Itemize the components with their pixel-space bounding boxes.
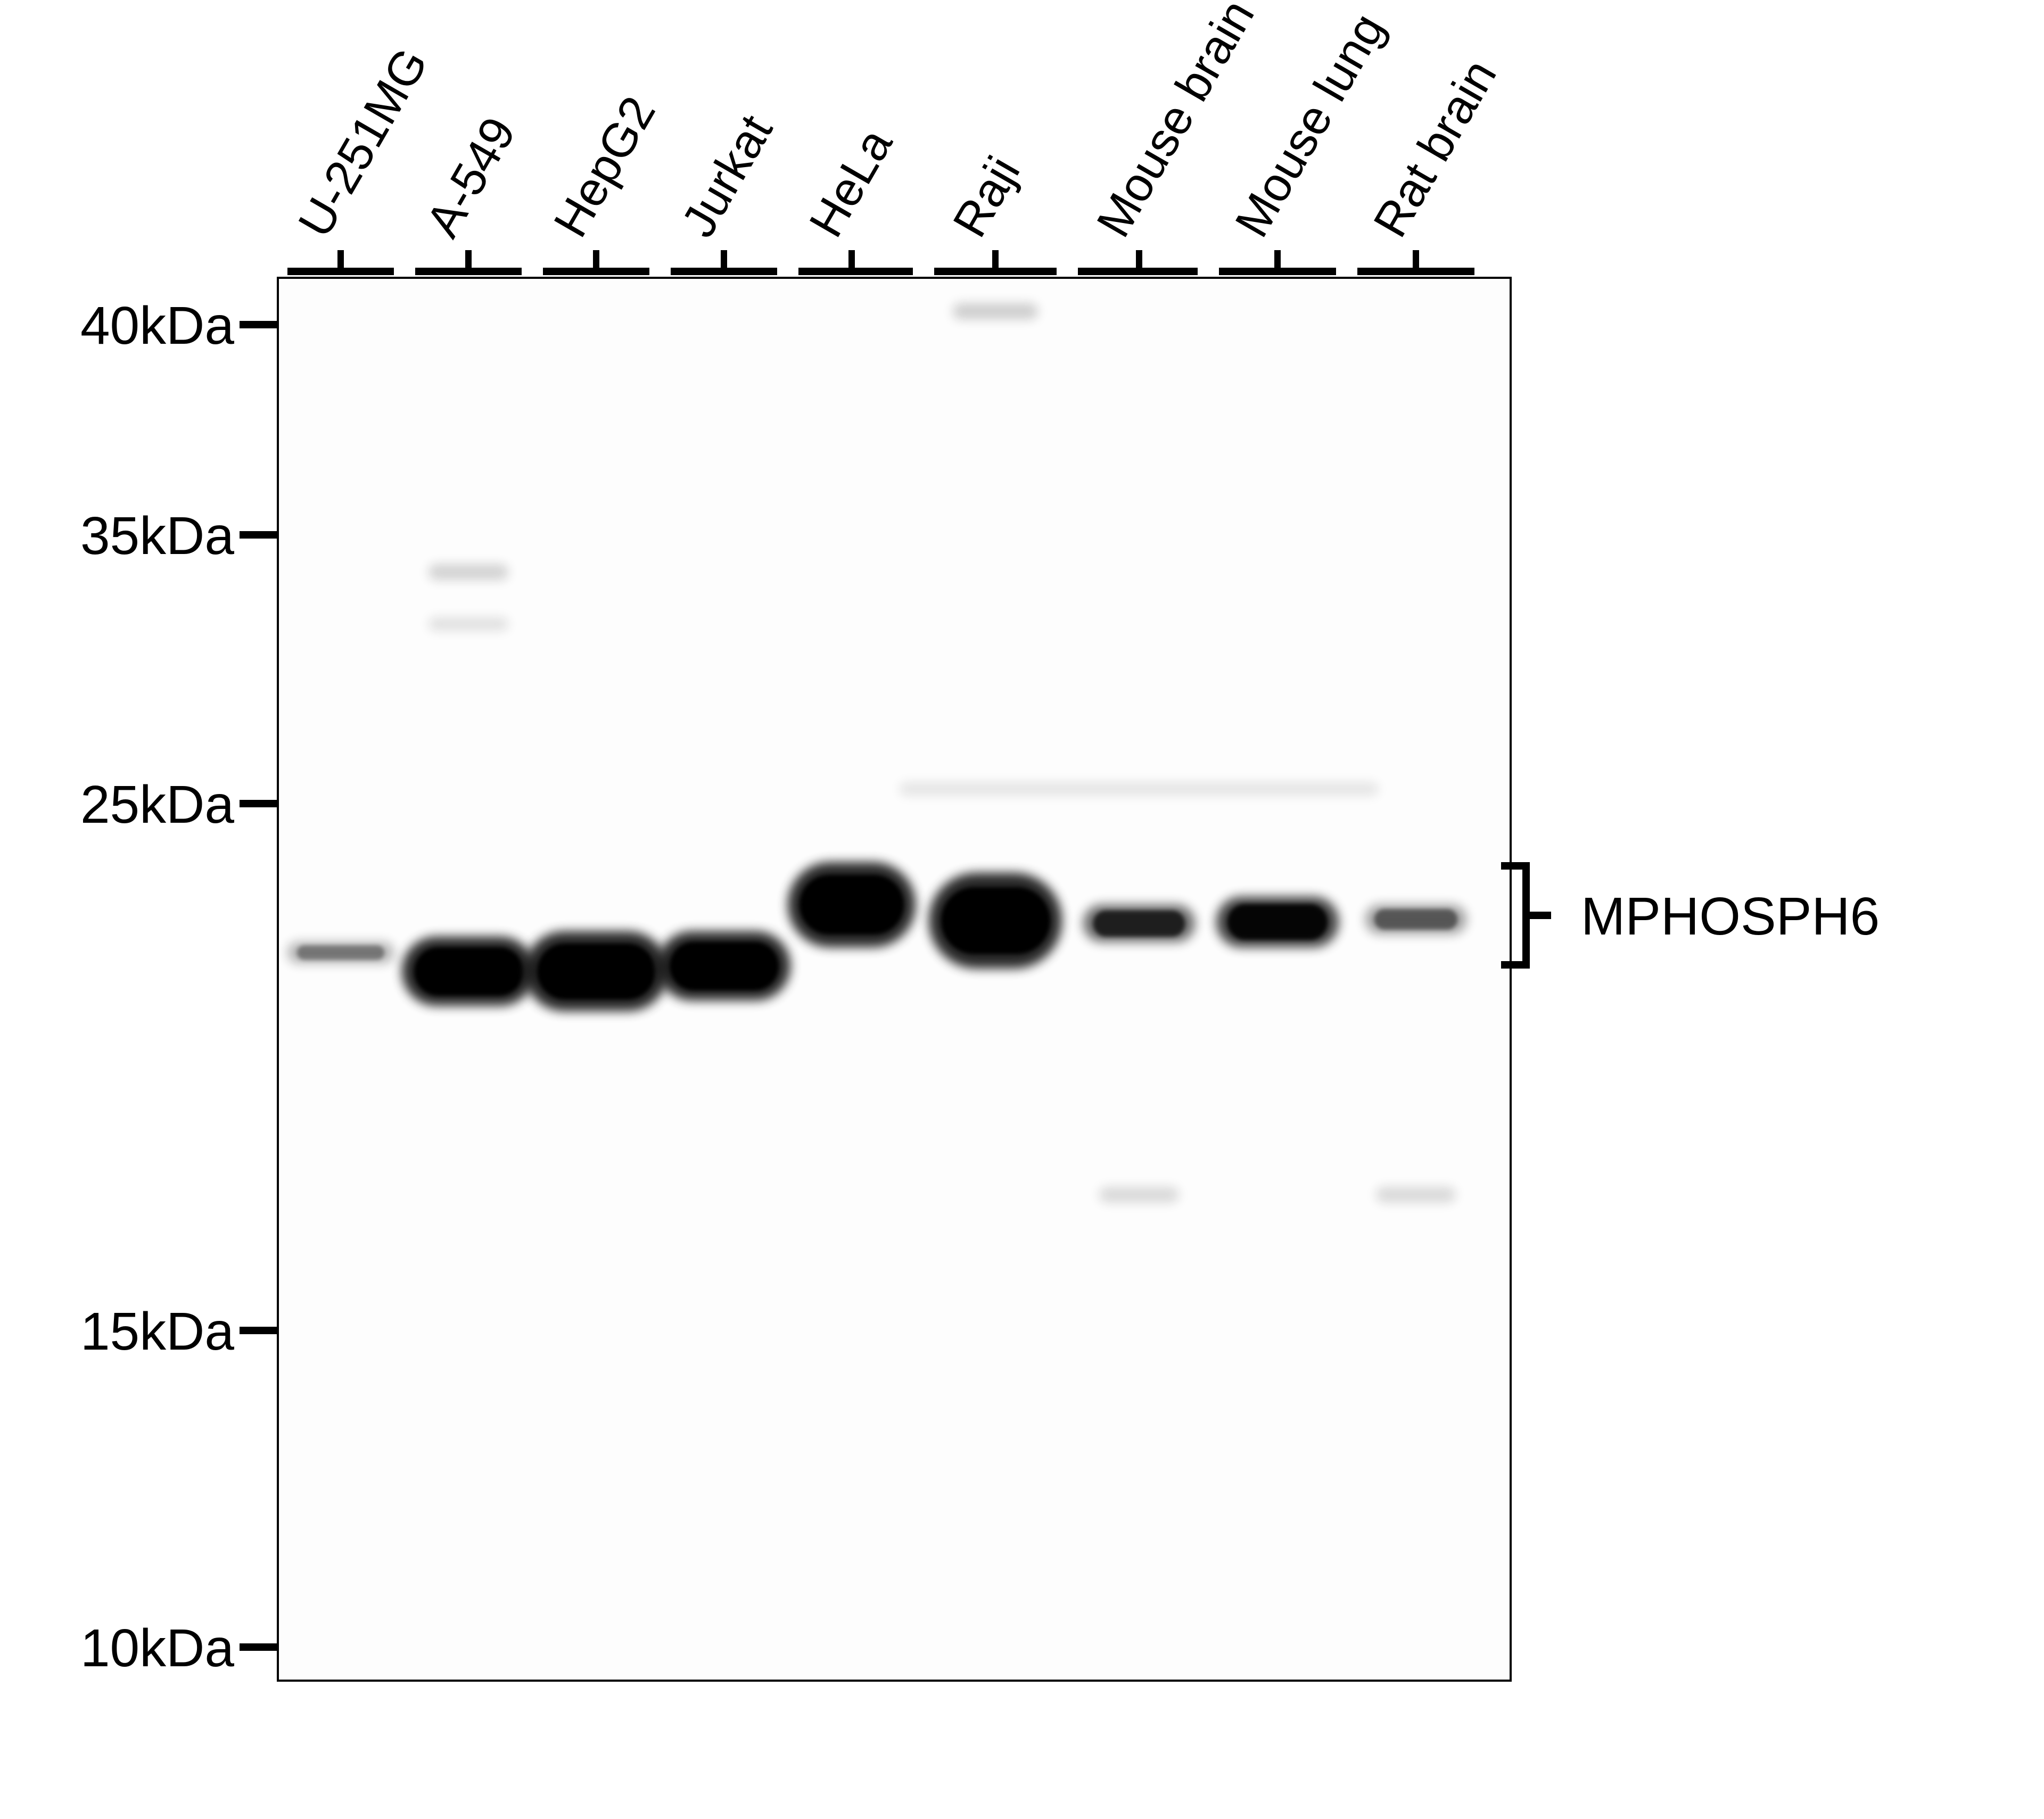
lane-underline (287, 268, 394, 275)
lane-underline (671, 268, 777, 275)
western-blot-band-core (941, 887, 1050, 954)
faint-band (1376, 1187, 1456, 1203)
western-blot-band-core (1093, 911, 1185, 937)
mw-marker-label: 40kDa (21, 295, 234, 357)
lane-label: Raji (943, 147, 1032, 246)
lane-label: HepG2 (543, 88, 667, 246)
mw-tick (240, 800, 277, 807)
faint-band (428, 564, 508, 580)
lane-underline (1357, 268, 1474, 275)
lane-underline (934, 268, 1057, 275)
lane-label: U-251MG (288, 39, 439, 246)
lane-label: A-549 (416, 109, 527, 246)
lane-underline (798, 268, 913, 275)
lane-label: Jurkat (671, 106, 784, 246)
mw-marker-label: 10kDa (21, 1618, 234, 1679)
western-blot-band-core (1374, 909, 1457, 930)
mw-marker-label: 35kDa (21, 506, 234, 567)
lane-underline (1219, 268, 1336, 275)
western-blot-band-core (800, 875, 904, 935)
lane-underline (415, 268, 522, 275)
lane-label: Rat brain (1363, 51, 1508, 246)
mw-tick (240, 531, 277, 539)
mw-tick (240, 321, 277, 328)
lane-underline (1078, 268, 1198, 275)
western-blot-band-core (537, 944, 655, 999)
faint-band (953, 303, 1038, 319)
target-bracket (1522, 862, 1576, 969)
western-blot-band-core (297, 945, 384, 960)
mw-tick (240, 1643, 277, 1651)
mw-tick (240, 1327, 277, 1334)
western-blot-band-core (414, 947, 523, 996)
faint-band (1099, 1187, 1179, 1203)
target-protein-label: MPHOSPH6 (1581, 886, 1880, 947)
mw-marker-label: 25kDa (21, 774, 234, 836)
mw-marker-label: 15kDa (21, 1301, 234, 1362)
western-blot-band-core (1227, 904, 1328, 940)
faint-band (428, 617, 508, 631)
western-blot-band-core (670, 942, 779, 990)
lane-underline (543, 268, 649, 275)
faint-band (900, 782, 1379, 796)
lane-label: HeLa (799, 120, 904, 246)
